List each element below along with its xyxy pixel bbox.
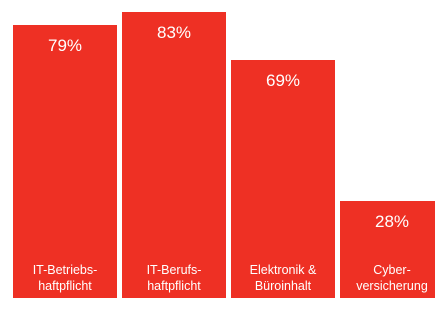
bar-2: 83% IT-Berufs- haftpflicht	[122, 11, 226, 298]
bar-1: 79% IT-Betriebs- haftpflicht	[13, 25, 117, 298]
category-label-4: Cyber- versicherung	[356, 262, 428, 293]
value-label-1: 79%	[47, 36, 83, 56]
bar-3: 69% Elektronik & Büroinhalt	[231, 59, 335, 298]
category-label-3: Elektronik & Büroinhalt	[249, 262, 317, 293]
bar-4: 28% Cyber- versicherung	[340, 201, 435, 298]
category-label-2: IT-Berufs- haftpflicht	[146, 262, 202, 293]
value-label-3: 69%	[265, 70, 301, 90]
category-label-1: IT-Betriebs- haftpflicht	[32, 262, 98, 293]
value-label-2: 83%	[156, 22, 192, 42]
value-label-4: 28%	[374, 212, 410, 232]
